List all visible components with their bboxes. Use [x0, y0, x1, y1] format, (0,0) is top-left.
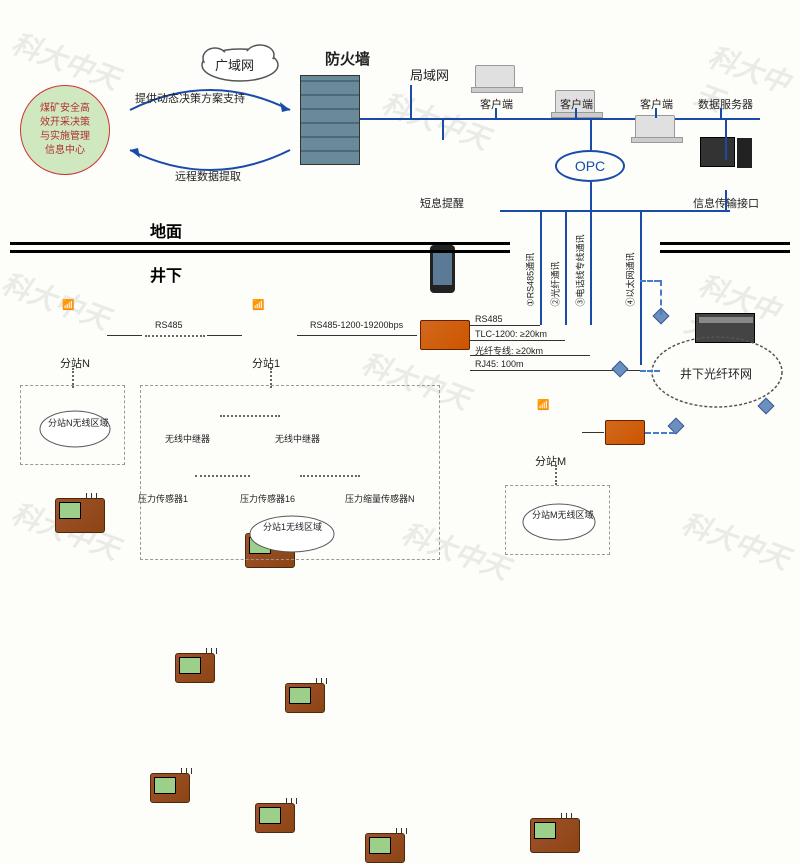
ring-node — [612, 361, 629, 378]
divider-3 — [660, 242, 790, 245]
pressure-sensor-n — [365, 833, 405, 863]
pressure-16-label: 压力传感器16 — [240, 492, 295, 505]
pressure-n-label: 压力缩量传感器N — [345, 492, 415, 505]
center-line1: 煤矿安全高 — [40, 102, 90, 116]
repeater-1-label: 无线中继器 — [165, 432, 210, 445]
repeater-1 — [175, 653, 215, 683]
opc-label: OPC — [575, 158, 605, 174]
substation-m-device — [530, 818, 580, 853]
opc-box: OPC — [555, 150, 625, 182]
divider-4 — [660, 250, 790, 253]
watermark: 科大中天 — [0, 262, 115, 338]
spec-tlc: TLC-1200: ≥20km — [475, 329, 547, 339]
center-line3: 与实施管理 — [40, 130, 90, 144]
center-line2: 效开采决策 — [40, 116, 90, 130]
spec-fiber: 光纤专线: ≥20km — [475, 344, 543, 357]
repeater-2-label: 无线中继器 — [275, 432, 320, 445]
comm-1: ①RS485通讯 — [524, 227, 537, 307]
underground-label: 井下 — [150, 262, 182, 286]
pressure-sensor-16 — [255, 803, 295, 833]
zone-1-label: 分站1无线区域 — [263, 522, 322, 533]
rs485-label: RS485 — [155, 320, 183, 330]
data-server-label: 数据服务器 — [698, 96, 753, 112]
watermark: 科大中天 — [377, 82, 496, 158]
info-center-circle: 煤矿安全高 效开采决策 与实施管理 信息中心 — [20, 85, 110, 175]
repeater-2 — [285, 683, 325, 713]
lan-label: 局域网 — [410, 65, 449, 84]
client-laptop-1 — [475, 65, 515, 90]
firewall-icon — [300, 75, 360, 165]
sms-label: 短息提醒 — [420, 195, 464, 211]
substation-m-orange — [605, 420, 645, 445]
wifi-icon: 📶 — [252, 300, 264, 311]
comm-4: ④以太网通讯 — [624, 227, 637, 307]
zone-n-label: 分站N无线区域 — [48, 418, 109, 429]
ground-label: 地面 — [150, 218, 182, 242]
pressure-1-label: 压力传感器1 — [138, 492, 188, 505]
center-line4: 信息中心 — [45, 144, 85, 158]
substation-1-label: 分站1 — [252, 355, 280, 371]
concentrator-device — [420, 320, 470, 350]
substation-n-label: 分站N — [60, 355, 90, 371]
wifi-icon: 📶 — [62, 300, 74, 311]
spec-rj45: RJ45: 100m — [475, 359, 524, 369]
bottom-arrow-label: 远程数据提取 — [175, 168, 241, 184]
substation-n-device — [55, 498, 105, 533]
top-arrow-label: 提供动态决策方案支持 — [135, 90, 245, 106]
data-server-icon — [700, 137, 735, 167]
fiber-ring-label: 井下光纤环网 — [680, 365, 752, 382]
spec-rs485: RS485 — [475, 314, 503, 324]
zone-m-label: 分站M无线区域 — [532, 510, 594, 521]
client-laptop-3 — [635, 115, 675, 140]
pressure-sensor-1 — [150, 773, 190, 803]
wifi-icon: 📶 — [537, 400, 549, 411]
comm-2: ②光纤通讯 — [549, 227, 562, 307]
divider-2 — [10, 250, 510, 253]
divider-1 — [10, 242, 510, 245]
watermark: 科大中天 — [677, 502, 796, 578]
comm-3: ③电话线专线通讯 — [574, 217, 587, 307]
watermark: 科大中天 — [689, 35, 800, 144]
substation-m-label: 分站M — [535, 453, 566, 469]
firewall-label: 防火墙 — [325, 48, 370, 69]
rs485-speed-label: RS485-1200-19200bps — [310, 320, 403, 330]
